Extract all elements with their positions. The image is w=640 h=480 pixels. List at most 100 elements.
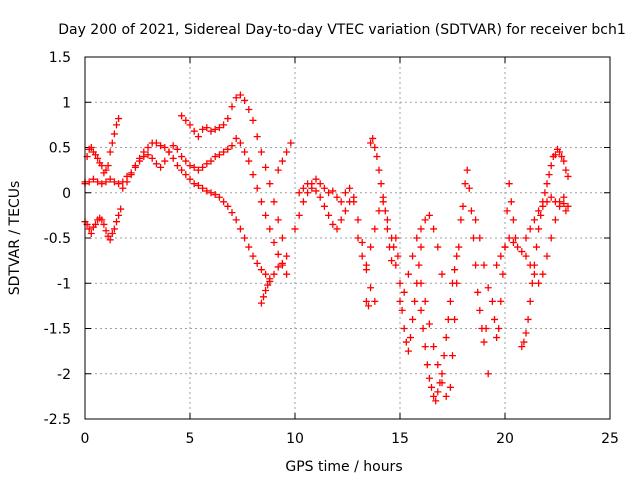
data-point — [220, 121, 228, 129]
data-point — [421, 216, 429, 224]
data-point — [400, 325, 408, 332]
data-point — [371, 144, 379, 151]
data-point — [228, 142, 236, 150]
data-point — [106, 175, 114, 183]
data-point — [497, 252, 505, 260]
data-point — [278, 157, 286, 165]
data-point — [169, 154, 177, 162]
data-point — [522, 329, 530, 337]
data-point — [472, 216, 480, 224]
data-point — [537, 211, 545, 219]
data-point — [108, 139, 116, 147]
data-point — [215, 193, 223, 201]
data-point — [547, 193, 555, 201]
data-point — [396, 279, 404, 287]
data-point — [444, 315, 452, 323]
data-point — [270, 270, 278, 278]
data-point — [503, 207, 511, 215]
data-point — [407, 334, 414, 342]
data-point — [253, 259, 261, 267]
data-point — [98, 162, 106, 170]
data-point — [236, 225, 244, 233]
data-point — [85, 225, 93, 233]
data-point — [547, 162, 555, 170]
data-point — [522, 252, 530, 260]
data-point — [430, 225, 438, 233]
data-point — [144, 151, 152, 159]
data-point — [365, 302, 372, 310]
data-point — [564, 202, 572, 210]
data-point — [220, 198, 228, 206]
data-point — [341, 189, 349, 197]
data-point — [249, 171, 257, 179]
data-point — [337, 198, 345, 206]
data-point — [442, 334, 450, 342]
data-point — [419, 325, 427, 332]
data-point — [373, 153, 381, 161]
data-point — [453, 279, 461, 287]
data-point — [94, 178, 102, 186]
data-point — [173, 162, 181, 170]
data-point — [115, 180, 123, 188]
x-tick-label: 5 — [186, 431, 195, 447]
data-point — [453, 252, 461, 260]
data-point — [224, 202, 232, 210]
data-point — [371, 297, 379, 305]
data-point — [106, 236, 114, 244]
data-point — [367, 284, 375, 292]
data-point — [190, 127, 198, 135]
data-point — [329, 187, 337, 195]
data-point — [245, 243, 253, 251]
data-point — [404, 270, 412, 278]
data-point — [446, 297, 454, 305]
data-point — [457, 216, 465, 224]
data-point — [102, 178, 110, 186]
data-point — [551, 198, 559, 206]
data-point — [203, 124, 211, 132]
data-point — [474, 288, 482, 296]
data-point — [190, 180, 198, 188]
data-point — [211, 153, 219, 161]
data-point — [278, 261, 286, 269]
data-point — [491, 315, 498, 323]
data-point — [283, 252, 291, 260]
data-point — [87, 144, 95, 151]
data-point — [283, 148, 291, 156]
data-point — [539, 202, 547, 210]
data-point — [417, 279, 425, 287]
data-point — [547, 234, 555, 242]
data-point — [274, 216, 282, 224]
data-point — [480, 261, 488, 269]
data-point — [320, 184, 328, 192]
data-point — [199, 184, 207, 192]
data-point — [102, 227, 110, 235]
data-point — [203, 187, 211, 195]
x-tick-label: 20 — [496, 431, 514, 447]
x-tick-label: 15 — [391, 431, 409, 447]
x-axis-title: GPS time / hours — [285, 459, 402, 475]
data-point — [371, 225, 379, 233]
data-point — [173, 145, 181, 153]
data-point — [362, 266, 370, 274]
data-point — [157, 163, 165, 171]
data-point — [535, 225, 543, 233]
data-point — [425, 374, 433, 382]
data-point — [232, 94, 240, 102]
data-point — [253, 184, 261, 192]
data-point — [497, 297, 505, 305]
data-point — [161, 157, 169, 165]
data-point — [236, 91, 244, 99]
data-point — [400, 288, 408, 296]
data-point — [108, 229, 116, 237]
data-point — [312, 175, 320, 183]
y-tick-label: -1 — [57, 276, 71, 292]
data-point — [165, 148, 173, 156]
data-point — [236, 139, 244, 147]
data-point — [228, 209, 236, 217]
data-point — [194, 182, 202, 190]
data-point — [102, 166, 110, 174]
data-point — [476, 234, 484, 242]
data-point — [98, 216, 106, 224]
data-point — [110, 130, 118, 138]
